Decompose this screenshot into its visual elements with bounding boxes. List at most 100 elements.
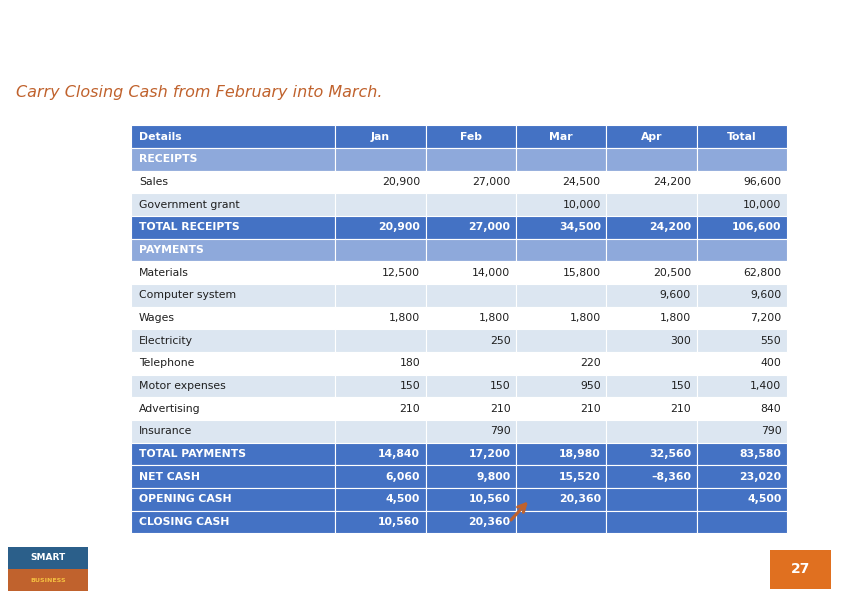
Text: 300: 300 bbox=[670, 336, 691, 346]
Text: 220: 220 bbox=[580, 358, 601, 368]
Bar bbox=[516, 148, 606, 170]
Bar bbox=[131, 125, 335, 148]
Text: Preparing a Cash Flow Statement: Preparing a Cash Flow Statement bbox=[21, 27, 390, 46]
Bar bbox=[606, 170, 696, 193]
Bar bbox=[516, 488, 606, 511]
Bar bbox=[606, 193, 696, 216]
Bar bbox=[131, 511, 335, 533]
Text: –8,360: –8,360 bbox=[651, 471, 691, 482]
Bar bbox=[606, 148, 696, 170]
Text: 14,000: 14,000 bbox=[472, 268, 510, 278]
Text: 4,500: 4,500 bbox=[386, 495, 420, 504]
Text: 210: 210 bbox=[490, 403, 510, 414]
Text: 1,800: 1,800 bbox=[479, 313, 510, 323]
Bar bbox=[131, 443, 335, 465]
Bar bbox=[606, 125, 696, 148]
Bar bbox=[516, 216, 606, 238]
Text: 10,000: 10,000 bbox=[743, 200, 781, 210]
Text: Insurance: Insurance bbox=[139, 426, 192, 436]
Text: 9,600: 9,600 bbox=[750, 290, 781, 300]
Text: 32,560: 32,560 bbox=[649, 449, 691, 459]
Bar bbox=[131, 420, 335, 443]
Text: 24,200: 24,200 bbox=[649, 222, 691, 232]
Text: 210: 210 bbox=[580, 403, 601, 414]
Text: 250: 250 bbox=[490, 336, 510, 346]
Bar bbox=[696, 511, 787, 533]
Bar bbox=[696, 398, 787, 420]
Bar bbox=[426, 398, 516, 420]
Bar bbox=[516, 375, 606, 398]
Bar bbox=[426, 488, 516, 511]
Text: 150: 150 bbox=[399, 381, 420, 391]
Text: 790: 790 bbox=[490, 426, 510, 436]
Text: 7,200: 7,200 bbox=[750, 313, 781, 323]
Text: 180: 180 bbox=[399, 358, 420, 368]
Bar bbox=[426, 329, 516, 352]
Bar bbox=[516, 398, 606, 420]
Bar bbox=[696, 443, 787, 465]
Bar bbox=[335, 261, 426, 284]
Text: BUSINESS: BUSINESS bbox=[30, 578, 67, 582]
Text: 20,900: 20,900 bbox=[378, 222, 420, 232]
Text: 23,020: 23,020 bbox=[739, 471, 781, 482]
Text: 15,800: 15,800 bbox=[562, 268, 601, 278]
Bar bbox=[335, 329, 426, 352]
Bar bbox=[606, 216, 696, 238]
Text: PAYMENTS: PAYMENTS bbox=[139, 245, 204, 255]
Text: 24,200: 24,200 bbox=[653, 177, 691, 187]
Text: Materials: Materials bbox=[139, 268, 189, 278]
Bar bbox=[426, 148, 516, 170]
Text: 106,600: 106,600 bbox=[732, 222, 781, 232]
Text: 1,400: 1,400 bbox=[750, 381, 781, 391]
Text: Computer system: Computer system bbox=[139, 290, 236, 300]
Text: 840: 840 bbox=[760, 403, 781, 414]
Bar bbox=[8, 547, 88, 569]
Bar bbox=[516, 352, 606, 375]
Text: 4,500: 4,500 bbox=[747, 495, 781, 504]
Bar bbox=[335, 125, 426, 148]
Bar bbox=[426, 193, 516, 216]
Bar bbox=[696, 216, 787, 238]
Bar bbox=[426, 284, 516, 306]
Bar bbox=[606, 352, 696, 375]
Bar bbox=[131, 284, 335, 306]
Text: 62,800: 62,800 bbox=[743, 268, 781, 278]
Text: 27,000: 27,000 bbox=[472, 177, 510, 187]
Text: 27,000: 27,000 bbox=[468, 222, 510, 232]
Bar bbox=[335, 398, 426, 420]
Text: 1,800: 1,800 bbox=[389, 313, 420, 323]
Text: 6,060: 6,060 bbox=[386, 471, 420, 482]
Bar bbox=[131, 148, 335, 170]
Bar bbox=[335, 284, 426, 306]
Text: 10,560: 10,560 bbox=[469, 495, 510, 504]
Bar bbox=[606, 261, 696, 284]
Text: Motor expenses: Motor expenses bbox=[139, 381, 226, 391]
Text: 150: 150 bbox=[670, 381, 691, 391]
Text: 1,800: 1,800 bbox=[569, 313, 601, 323]
Text: 150: 150 bbox=[490, 381, 510, 391]
Bar bbox=[516, 170, 606, 193]
Bar bbox=[696, 375, 787, 398]
Text: TOTAL PAYMENTS: TOTAL PAYMENTS bbox=[139, 449, 246, 459]
Bar bbox=[516, 465, 606, 488]
Bar bbox=[606, 238, 696, 261]
Bar bbox=[606, 306, 696, 329]
Bar bbox=[606, 511, 696, 533]
Bar bbox=[131, 465, 335, 488]
Text: 14,840: 14,840 bbox=[378, 449, 420, 459]
Bar bbox=[335, 352, 426, 375]
Bar bbox=[696, 306, 787, 329]
Bar bbox=[335, 443, 426, 465]
Text: 790: 790 bbox=[760, 426, 781, 436]
Bar bbox=[606, 375, 696, 398]
Bar bbox=[516, 261, 606, 284]
Text: 34,500: 34,500 bbox=[559, 222, 601, 232]
Text: 10,560: 10,560 bbox=[378, 517, 420, 527]
Bar bbox=[335, 488, 426, 511]
Bar bbox=[426, 352, 516, 375]
Bar bbox=[426, 306, 516, 329]
Bar bbox=[131, 261, 335, 284]
Text: TOTAL RECEIPTS: TOTAL RECEIPTS bbox=[139, 222, 239, 232]
Bar bbox=[696, 420, 787, 443]
Text: RECEIPTS: RECEIPTS bbox=[139, 154, 197, 164]
